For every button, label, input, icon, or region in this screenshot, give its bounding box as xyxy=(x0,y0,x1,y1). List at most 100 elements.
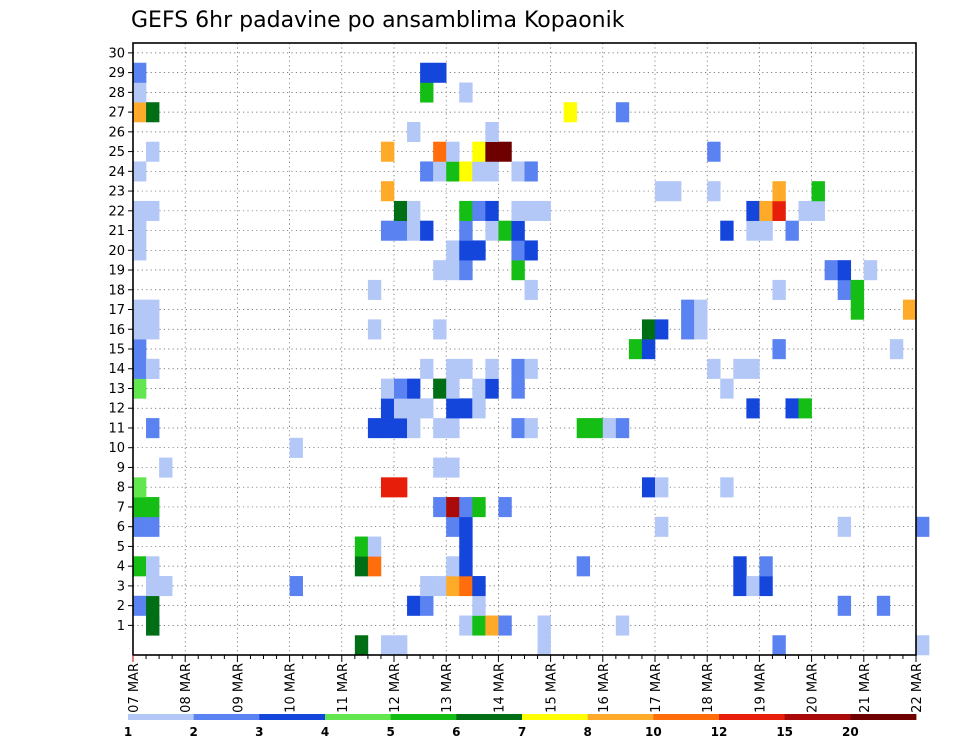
heatmap-cell xyxy=(394,635,408,656)
heatmap-cell xyxy=(380,141,395,162)
heatmap-cell xyxy=(902,299,917,320)
heatmap-cell xyxy=(380,418,395,439)
y-tick-label: 30 xyxy=(108,46,125,61)
heatmap-cell xyxy=(628,339,643,360)
heatmap-cell xyxy=(459,536,473,557)
heatmap-cell xyxy=(733,576,747,597)
heatmap-cell xyxy=(720,220,734,241)
x-tick-label: 20 MAR xyxy=(806,663,821,713)
heatmap-cell xyxy=(485,121,499,143)
heatmap-cell xyxy=(615,418,630,439)
heatmap-cell xyxy=(576,418,591,439)
heatmap-cell xyxy=(446,516,460,537)
heatmap-cell xyxy=(459,358,473,379)
heatmap-cell xyxy=(759,220,773,241)
heatmap-cell xyxy=(524,240,538,261)
heatmap-cell xyxy=(459,240,473,261)
heatmap-cell xyxy=(433,497,447,518)
heatmap-cell xyxy=(446,378,460,399)
heatmap-cell xyxy=(837,516,852,537)
heatmap-cell xyxy=(485,220,499,241)
heatmap-cell xyxy=(420,161,434,182)
heatmap-cell xyxy=(446,240,460,261)
heatmap-cell xyxy=(133,161,147,182)
heatmap-cell xyxy=(146,516,160,537)
heatmap-cells xyxy=(133,62,930,656)
legend-label: 1 xyxy=(124,725,132,739)
heatmap-cell xyxy=(367,418,382,439)
y-tick-label: 1 xyxy=(117,619,125,634)
x-tick-label: 17 MAR xyxy=(649,663,664,713)
heatmap-cell xyxy=(733,556,747,577)
y-tick-label: 14 xyxy=(108,362,125,377)
legend-label: 7 xyxy=(518,725,526,739)
heatmap-cell xyxy=(524,358,538,379)
legend-swatch xyxy=(456,714,523,720)
heatmap-cell xyxy=(655,181,669,202)
heatmap-cell xyxy=(407,378,421,399)
heatmap-cell xyxy=(655,477,669,498)
heatmap-cell xyxy=(459,497,473,518)
heatmap-cell xyxy=(420,358,434,379)
heatmap-cell xyxy=(916,635,930,656)
heatmap-cell xyxy=(394,220,408,241)
heatmap-cell xyxy=(354,536,369,557)
heatmap-cell xyxy=(524,200,538,221)
heatmap-cell xyxy=(407,200,421,221)
heatmap-cell xyxy=(681,319,695,340)
color-legend: 1 2 3 4 5 6 7 8 10 12 15 20 xyxy=(124,714,917,739)
x-tick-label: 12 MAR xyxy=(388,663,403,713)
heatmap-cell xyxy=(407,398,421,419)
heatmap-cell xyxy=(446,418,460,439)
heatmap-cell xyxy=(511,358,525,379)
heatmap-cell xyxy=(289,576,303,597)
heatmap-cell xyxy=(146,141,160,162)
heatmap-cell xyxy=(394,200,408,221)
heatmap-cell xyxy=(759,576,773,597)
heatmap-cell xyxy=(472,378,486,399)
heatmap-cell xyxy=(433,62,447,83)
x-tick-label: 10 MAR xyxy=(284,663,299,713)
heatmap-cell xyxy=(772,181,786,202)
heatmap-cell xyxy=(863,260,878,281)
legend-swatch xyxy=(193,714,260,720)
heatmap-cell xyxy=(407,220,421,241)
heatmap-cell xyxy=(407,595,421,616)
y-tick-label: 21 xyxy=(108,224,125,239)
y-tick-label: 13 xyxy=(108,382,125,397)
heatmap-cell xyxy=(407,121,421,143)
x-tick-label: 21 MAR xyxy=(858,663,873,713)
legend-label: 10 xyxy=(645,725,662,739)
heatmap-cell xyxy=(655,319,669,340)
legend-label: 3 xyxy=(255,725,263,739)
x-tick-label: 19 MAR xyxy=(753,663,768,713)
y-tick-label: 27 xyxy=(108,106,125,121)
y-tick-label: 2 xyxy=(117,599,125,614)
heatmap-cell xyxy=(133,556,147,577)
legend-label: 12 xyxy=(711,725,728,739)
heatmap-cell xyxy=(146,576,160,597)
heatmap-cell xyxy=(511,418,525,439)
heatmap-cell xyxy=(433,378,447,399)
heatmap-cell xyxy=(433,576,447,597)
heatmap-cell xyxy=(146,200,160,221)
heatmap-cell xyxy=(615,615,630,636)
heatmap-cell xyxy=(641,477,656,498)
heatmap-cell xyxy=(146,615,160,636)
heatmap-cell xyxy=(133,62,147,83)
heatmap-cell xyxy=(916,516,930,537)
y-tick-label: 12 xyxy=(108,402,125,417)
heatmap-cell xyxy=(785,220,799,241)
heatmap-cell xyxy=(811,181,825,202)
heatmap-cell xyxy=(602,418,617,439)
x-tick-label: 09 MAR xyxy=(231,663,246,713)
heatmap-cell xyxy=(472,398,486,419)
heatmap-cell xyxy=(446,260,460,281)
heatmap-cell xyxy=(511,161,525,182)
x-tick-label: 15 MAR xyxy=(545,663,560,713)
legend-label: 6 xyxy=(452,725,460,739)
heatmap-cell xyxy=(472,497,486,518)
x-tick-label: 14 MAR xyxy=(492,663,507,713)
heatmap-cell xyxy=(380,220,395,241)
heatmap-cell xyxy=(524,161,538,182)
